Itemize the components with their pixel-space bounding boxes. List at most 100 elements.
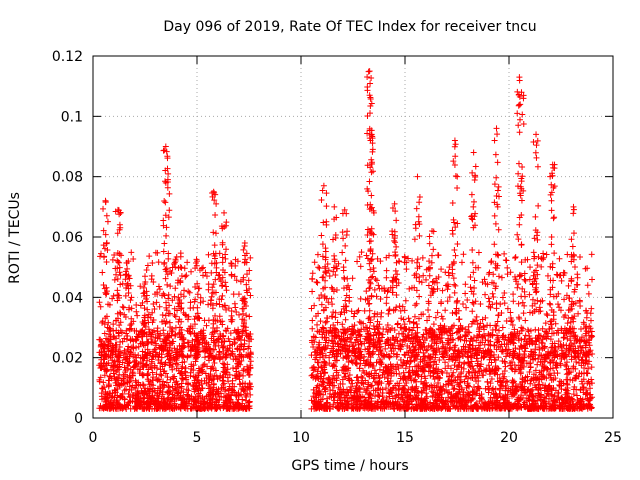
roti-point <box>477 320 484 327</box>
roti-point <box>97 360 104 367</box>
roti-point <box>165 295 172 302</box>
roti-point <box>127 282 134 289</box>
roti-point <box>501 358 508 365</box>
roti-point <box>347 334 354 341</box>
roti-point <box>399 303 406 310</box>
roti-point <box>489 301 496 308</box>
roti-point <box>109 390 116 397</box>
roti-point <box>460 388 467 395</box>
roti-point <box>440 354 447 361</box>
roti-point <box>110 321 117 328</box>
roti-point <box>330 321 337 328</box>
roti-point <box>176 384 183 391</box>
roti-point <box>431 384 438 391</box>
roti-point <box>358 249 365 256</box>
roti-point <box>444 298 451 305</box>
roti-point <box>116 221 123 228</box>
roti-point <box>558 405 565 412</box>
roti-point <box>166 190 173 197</box>
roti-point <box>341 405 348 412</box>
roti-point <box>128 315 135 322</box>
roti-point <box>212 367 219 374</box>
roti-point <box>349 380 356 387</box>
roti-point <box>378 398 385 405</box>
roti-point <box>118 377 125 384</box>
roti-point <box>485 330 492 337</box>
roti-point <box>166 355 173 362</box>
roti-point <box>110 333 117 340</box>
roti-peak-point <box>125 258 132 265</box>
roti-point <box>234 329 241 336</box>
roti-point <box>444 329 451 336</box>
roti-point <box>358 373 365 380</box>
roti-point <box>435 366 442 373</box>
roti-point <box>107 405 114 412</box>
roti-point <box>323 295 330 302</box>
roti-point <box>376 375 383 382</box>
roti-point <box>540 345 547 352</box>
roti-peak-point <box>162 143 169 150</box>
roti-point <box>125 390 132 397</box>
roti-point <box>487 380 494 387</box>
roti-point <box>332 390 339 397</box>
roti-point <box>543 364 550 371</box>
roti-point <box>501 289 508 296</box>
roti-point <box>127 366 134 373</box>
roti-point <box>387 386 394 393</box>
roti-point <box>553 360 560 367</box>
roti-point <box>336 335 343 342</box>
roti-point <box>127 297 134 304</box>
roti-point <box>141 354 148 361</box>
roti-point <box>432 336 439 343</box>
roti-point <box>541 394 548 401</box>
roti-point <box>158 403 165 410</box>
roti-point <box>128 249 135 256</box>
roti-point <box>246 285 253 292</box>
roti-point <box>441 325 448 332</box>
roti-point <box>492 357 499 364</box>
roti-point <box>470 389 477 396</box>
roti-point <box>197 400 204 407</box>
roti-point <box>413 333 420 340</box>
roti-point <box>370 343 377 350</box>
roti-point <box>444 405 451 412</box>
roti-point <box>191 397 198 404</box>
roti-point <box>403 380 410 387</box>
roti-point <box>239 396 246 403</box>
roti-point <box>452 282 459 289</box>
roti-point <box>357 333 364 340</box>
roti-point <box>130 353 137 360</box>
roti-point <box>412 302 419 309</box>
roti-point <box>205 392 212 399</box>
roti-point <box>579 334 586 341</box>
roti-point <box>405 393 412 400</box>
roti-point <box>352 385 359 392</box>
roti-point <box>233 277 240 284</box>
roti-point <box>551 393 558 400</box>
roti-point <box>116 322 123 329</box>
roti-point <box>503 353 510 360</box>
roti-point <box>523 338 530 345</box>
roti-point <box>181 287 188 294</box>
roti-point <box>486 298 493 305</box>
roti-point <box>162 266 169 273</box>
roti-point <box>311 302 318 309</box>
roti-point <box>573 386 580 393</box>
roti-point <box>166 384 173 391</box>
roti-point <box>114 265 121 272</box>
roti-point <box>171 402 178 409</box>
roti-point <box>424 361 431 368</box>
roti-point <box>218 278 225 285</box>
roti-point <box>564 380 571 387</box>
roti-point <box>192 354 199 361</box>
roti-point <box>385 310 392 317</box>
roti-point <box>166 356 173 363</box>
roti-point <box>469 308 476 315</box>
roti-point <box>124 401 131 408</box>
roti-point <box>235 291 242 298</box>
roti-point <box>554 390 561 397</box>
roti-point <box>103 258 110 265</box>
roti-point <box>386 354 393 361</box>
roti-point <box>234 346 241 353</box>
roti-point <box>466 392 473 399</box>
